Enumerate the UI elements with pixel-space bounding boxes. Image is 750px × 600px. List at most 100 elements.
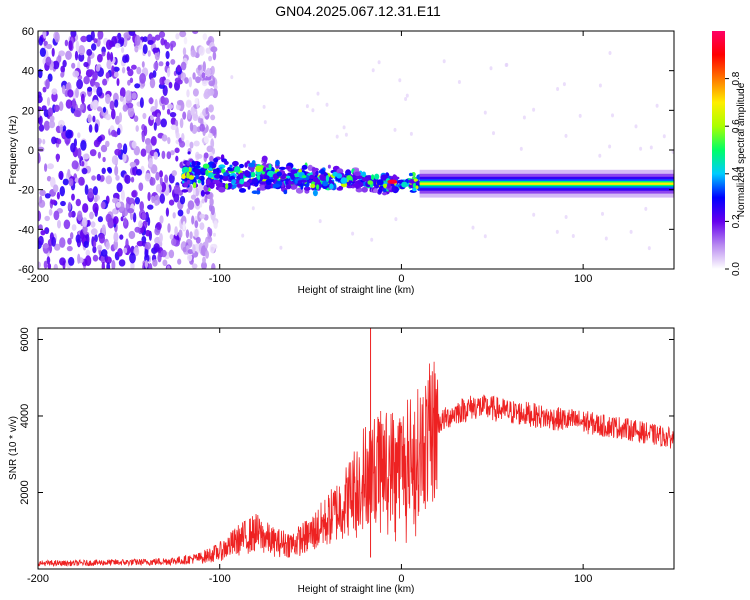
noise-blob <box>199 213 206 219</box>
band-blob <box>208 167 213 171</box>
noise-blob <box>71 62 76 69</box>
noise-blob <box>205 75 212 81</box>
noise-blob <box>147 191 151 202</box>
faint-blob <box>601 211 604 216</box>
faint-blob <box>371 68 375 73</box>
noise-blob <box>106 51 111 62</box>
noise-blob <box>194 228 199 238</box>
band-blob <box>361 186 368 193</box>
band-blob <box>382 188 387 193</box>
noise-blob <box>163 97 170 105</box>
noise-blob <box>38 210 42 222</box>
noise-blob <box>46 256 51 265</box>
y-tick-label: 40 <box>22 66 34 78</box>
band-blob <box>203 152 209 159</box>
noise-blob <box>88 124 93 133</box>
noise-blob <box>203 135 209 144</box>
band-blob <box>297 180 302 185</box>
noise-blob <box>142 44 148 55</box>
noise-blob <box>59 124 63 134</box>
noise-blob <box>179 31 187 38</box>
noise-blob <box>58 119 65 128</box>
noise-blob <box>87 188 94 199</box>
noise-blob <box>170 43 174 51</box>
noise-blob <box>54 31 60 43</box>
band-blob <box>193 165 201 169</box>
noise-blob <box>65 99 73 109</box>
noise-blob <box>105 72 110 79</box>
noise-blob <box>134 45 139 53</box>
noise-blob <box>71 224 77 231</box>
noise-blob <box>83 76 90 85</box>
y-tick-label: 2000 <box>19 480 31 504</box>
band-blob <box>197 179 201 184</box>
noise-blob <box>207 132 213 139</box>
noise-blob <box>144 254 150 263</box>
noise-blob <box>119 95 124 102</box>
noise-blob <box>67 168 71 178</box>
noise-blob <box>158 61 164 67</box>
faint-blob <box>394 217 398 222</box>
noise-blob <box>127 79 131 86</box>
noise-blob <box>111 65 115 76</box>
noise-blob <box>48 120 56 129</box>
snr-frame <box>37 327 675 570</box>
noise-blob <box>90 31 95 41</box>
noise-blob <box>177 209 184 217</box>
faint-blob <box>210 246 214 251</box>
noise-blob <box>179 140 186 148</box>
band-blob <box>193 168 201 173</box>
noise-blob <box>97 135 103 143</box>
faint-blob <box>647 246 651 251</box>
figure-title: GN04.2025.067.12.31.E11 <box>275 3 441 19</box>
band-blob <box>212 179 220 185</box>
noise-blob <box>40 230 46 236</box>
noise-blob <box>142 36 148 43</box>
band-blob <box>327 164 331 169</box>
band-blob <box>188 175 195 180</box>
noise-blob <box>173 184 181 195</box>
noise-blob <box>189 141 194 149</box>
faint-blob <box>629 229 633 234</box>
noise-blob <box>98 233 105 244</box>
noise-blob <box>91 43 97 51</box>
noise-blob <box>123 247 128 254</box>
band-blob <box>336 173 343 179</box>
noise-blob <box>105 175 113 185</box>
noise-blob <box>121 47 125 53</box>
noise-blob <box>80 140 87 151</box>
band-blob <box>367 180 374 185</box>
noise-blob <box>201 198 205 204</box>
snr-marks <box>38 328 674 567</box>
noise-blob <box>154 34 161 41</box>
noise-blob <box>134 197 140 205</box>
x-tick-label: -200 <box>27 573 49 585</box>
noise-blob <box>159 215 164 224</box>
band-blob <box>182 166 190 173</box>
noise-blob <box>50 177 56 188</box>
noise-blob <box>73 110 81 117</box>
band-blob <box>272 183 281 188</box>
noise-blob <box>77 210 83 222</box>
noise-blob <box>92 246 97 254</box>
band-blob <box>221 174 229 182</box>
noise-blob <box>161 134 168 142</box>
noise-blob <box>45 43 53 50</box>
noise-blob <box>123 217 128 226</box>
noise-blob <box>63 219 71 230</box>
faint-blob <box>556 87 560 91</box>
noise-blob <box>162 104 165 111</box>
band-blob <box>309 174 315 179</box>
noise-blob <box>208 80 215 87</box>
noise-blob <box>81 161 85 167</box>
band-blob <box>373 188 378 194</box>
noise-blob <box>75 198 82 207</box>
noise-blob <box>166 108 171 115</box>
faint-blob <box>532 107 536 112</box>
faint-blob <box>604 236 608 241</box>
noise-blob <box>112 197 119 204</box>
y-tick-label: 60 <box>22 26 34 38</box>
band-blob <box>354 171 361 177</box>
band-blob <box>348 179 353 184</box>
band-blob <box>278 166 286 170</box>
